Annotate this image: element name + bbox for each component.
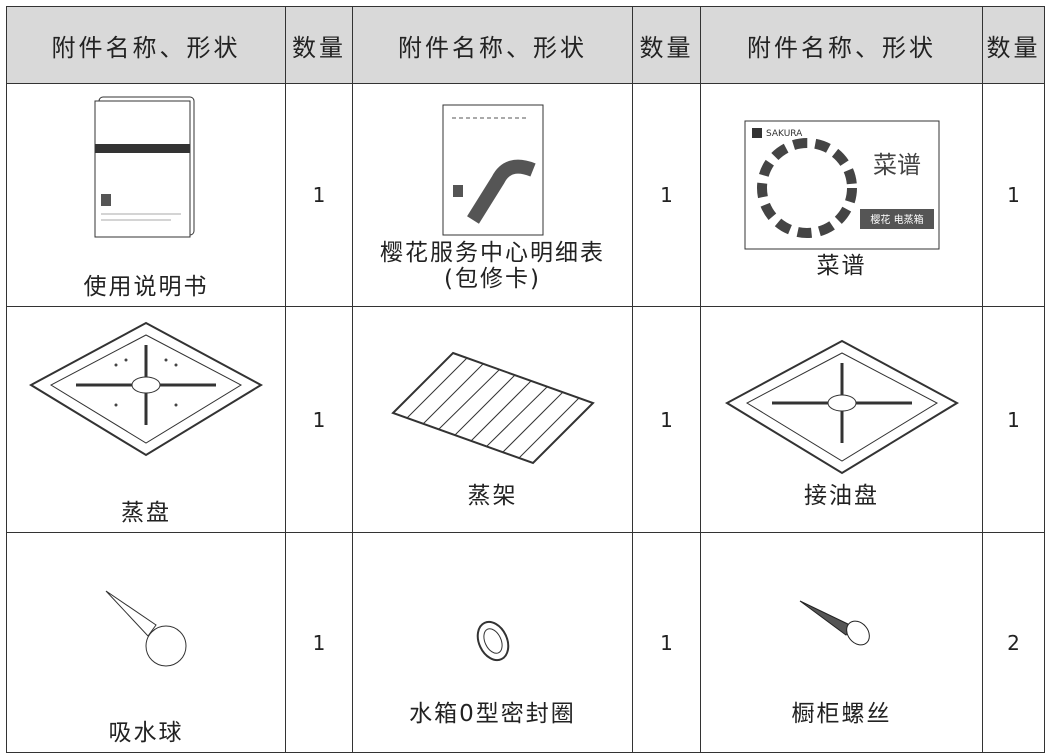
row: 吸水球 1 水箱0型密封圈 1 橱柜螺丝 2 [6,532,1045,753]
seal-ring-icon [476,620,509,661]
row: 蒸盘 1 蒸架 1 接油盘 1 [6,306,1045,533]
item-cell: 橱柜螺丝 [700,532,983,753]
item-name: 吸水球 [108,720,184,746]
header-cell: 数量 [982,6,1045,84]
item-name: 蒸盘 [121,500,171,526]
row: 使用说明书 1 樱花服务中心明细表 (包修卡) 1 SAKURA 菜谱 樱花 电蒸箱 … [6,83,1045,307]
item-cell: 蒸盘 [6,306,286,533]
header-row: 附件名称、形状 数量 附件名称、形状 数量 附件名称、形状 数量 [6,6,1045,84]
header-cell: 附件名称、形状 [700,6,983,84]
item-name: 接油盘 [804,482,879,509]
drip-tray-icon [724,339,959,474]
item-name: 使用说明书 [83,274,209,300]
quantity: 1 [285,306,353,533]
item-name: 橱柜螺丝 [791,700,892,727]
item-cell: 使用说明书 [6,83,286,307]
item-cell: 接油盘 [700,306,983,533]
item-name: 蒸架 [467,482,518,509]
quantity: 1 [632,83,701,307]
steam-tray-icon [28,321,264,457]
header-cell: 附件名称、形状 [6,6,286,84]
quantity: 1 [982,306,1045,533]
item-cell: 蒸架 [352,306,633,533]
card-icon [442,104,543,236]
cover-label: 樱花 电蒸箱 [870,213,923,226]
header-cell: 数量 [285,6,353,84]
cover-brand: SAKURA [766,129,803,139]
item-cell: 水箱0型密封圈 [352,532,633,753]
header-cell: 数量 [632,6,701,84]
manual-icon [94,96,195,238]
quantity: 1 [632,306,701,533]
rack-icon [390,351,595,464]
item-note: (包修卡) [444,266,541,292]
quantity: 1 [285,532,353,753]
accessory-table: 附件名称、形状 数量 附件名称、形状 数量 附件名称、形状 数量 使用说明书 1… [6,6,1045,753]
quantity: 1 [632,532,701,753]
item-cell: SAKURA 菜谱 樱花 电蒸箱 菜谱 [700,83,983,307]
item-name: 水箱0型密封圈 [409,700,576,727]
item-cell: 樱花服务中心明细表 (包修卡) [352,83,633,307]
quantity: 1 [982,83,1045,307]
header-cell: 附件名称、形状 [352,6,633,84]
suction-bulb-icon [105,590,187,667]
cover-title: 菜谱 [873,151,921,179]
screw-icon [799,600,870,645]
quantity: 1 [285,83,353,307]
item-name-line: 樱花服务中心明细表 [380,240,605,266]
item-name: 菜谱 [816,253,867,279]
item-cell: 吸水球 [6,532,286,753]
item-name: 樱花服务中心明细表 (包修卡) [380,240,605,292]
quantity: 2 [982,532,1045,753]
